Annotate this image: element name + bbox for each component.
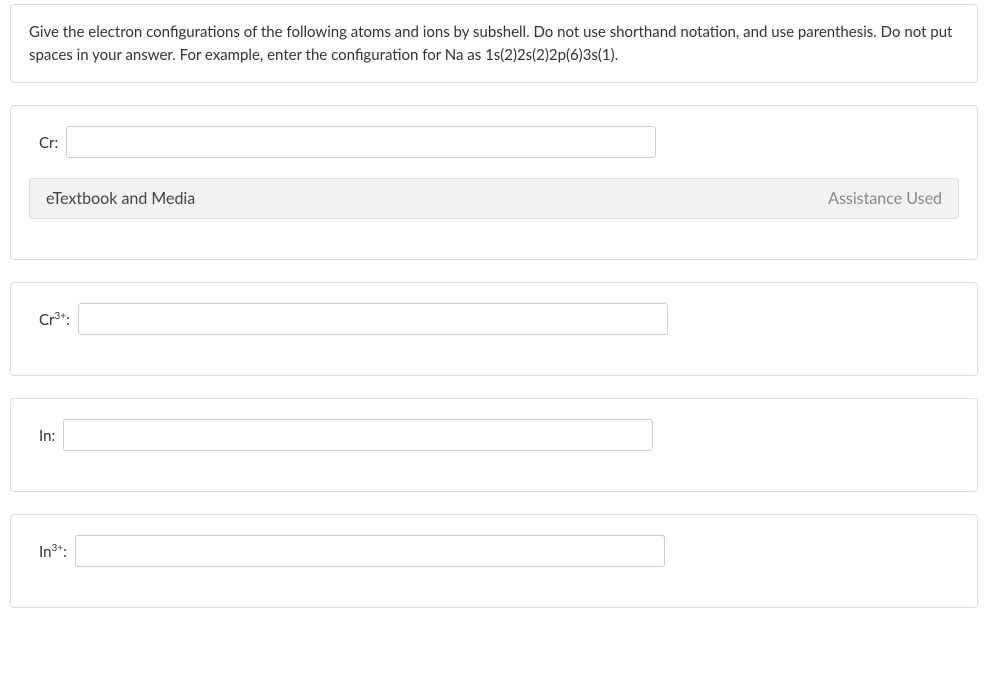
etextbook-bar[interactable]: eTextbook and Media Assistance Used	[29, 178, 959, 219]
question-panel-cr3plus: Cr3+:	[10, 282, 978, 376]
instruction-text: Give the electron configurations of the …	[29, 21, 959, 66]
instruction-panel: Give the electron configurations of the …	[10, 4, 978, 83]
question-panel-cr: Cr: eTextbook and Media Assistance Used	[10, 105, 978, 260]
answer-label-cr: Cr:	[39, 133, 58, 152]
answer-label-cr3plus: Cr3+:	[39, 310, 70, 329]
answer-row-in: In:	[39, 419, 949, 451]
answer-row-cr: Cr:	[39, 126, 949, 158]
answer-input-cr3plus[interactable]	[78, 303, 668, 335]
answer-input-in3plus[interactable]	[75, 535, 665, 567]
answer-label-in3plus: In3+:	[39, 542, 67, 561]
etextbook-label: eTextbook and Media	[46, 189, 195, 208]
answer-input-cr[interactable]	[66, 126, 656, 158]
answer-label-in: In:	[39, 426, 55, 445]
answer-input-in[interactable]	[63, 419, 653, 451]
question-panel-in3plus: In3+:	[10, 514, 978, 608]
answer-row-in3plus: In3+:	[39, 535, 949, 567]
answer-row-cr3plus: Cr3+:	[39, 303, 949, 335]
question-panel-in: In:	[10, 398, 978, 492]
assistance-used-label: Assistance Used	[828, 189, 942, 208]
